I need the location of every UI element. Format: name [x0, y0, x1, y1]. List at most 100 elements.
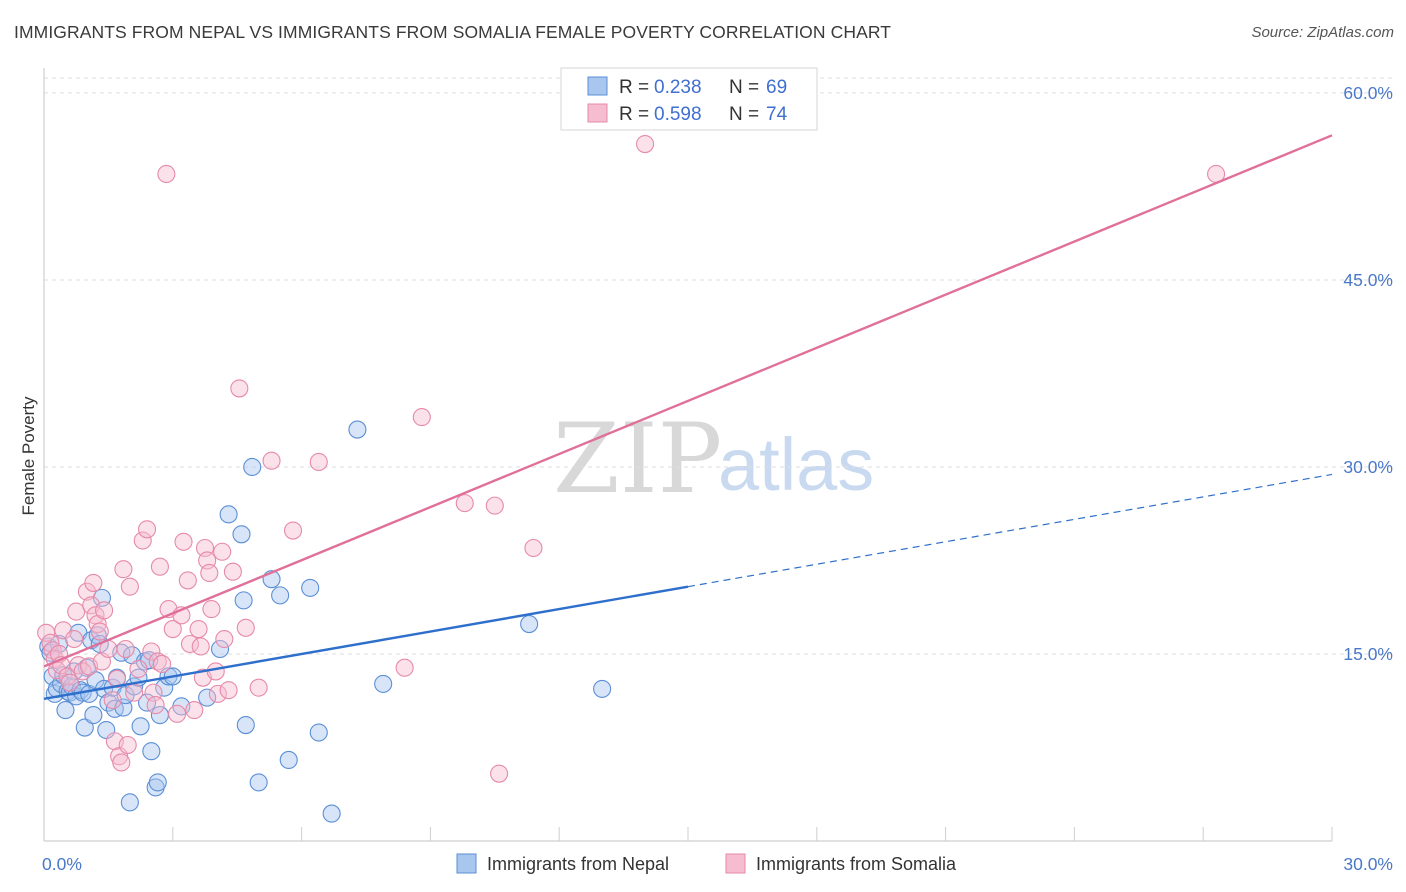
point-somalia [490, 764, 509, 783]
point-somalia [163, 619, 182, 639]
legend-swatch-nepal [587, 76, 608, 96]
point-somalia [125, 683, 144, 702]
grid-layer [44, 77, 1394, 655]
point-nepal [142, 742, 161, 761]
legend-nepal-r-value: 0.238 [654, 77, 702, 98]
point-somalia [202, 600, 221, 619]
point-somalia [114, 560, 133, 579]
point-somalia [180, 634, 200, 654]
x-tick-label: 0.0% [42, 854, 82, 874]
legend-somalia-r-value: 0.598 [654, 104, 702, 125]
watermark-atlas: atlas [718, 423, 874, 506]
x-tick-labels: 0.0% 30.0% [42, 854, 1393, 874]
legend-somalia-n-label: N = [729, 104, 759, 125]
point-somalia [309, 452, 328, 472]
series-legend-swatch-nepal [456, 853, 477, 874]
point-somalia [118, 735, 137, 755]
point-somalia [213, 542, 232, 561]
point-somalia [65, 629, 84, 649]
point-somalia [153, 654, 172, 674]
y-tick-label: 15.0% [1343, 644, 1393, 664]
legend-somalia-n-value: 74 [766, 104, 788, 125]
point-somalia [95, 601, 114, 620]
point-somalia [412, 408, 431, 427]
point-somalia [107, 669, 127, 688]
point-nepal [232, 525, 251, 544]
point-somalia [283, 521, 303, 540]
trendline-extension-nepal [687, 473, 1333, 588]
point-nepal [56, 701, 75, 720]
point-nepal [131, 717, 150, 736]
point-somalia [236, 618, 255, 637]
point-somalia [137, 520, 157, 539]
point-somalia [230, 379, 249, 398]
point-somalia [146, 696, 165, 715]
x-tick-label: 30.0% [1343, 854, 1393, 874]
point-nepal [249, 773, 268, 792]
trend-layer [43, 134, 1333, 701]
point-somalia [395, 658, 414, 677]
chart-title: IMMIGRANTS FROM NEPAL VS IMMIGRANTS FROM… [14, 22, 892, 42]
point-somalia [116, 639, 135, 659]
point-somalia [112, 753, 131, 772]
watermark-zip: ZIP [553, 403, 722, 515]
point-somalia [455, 494, 474, 513]
point-somalia [120, 577, 139, 596]
point-somalia [215, 629, 234, 649]
point-somalia [206, 662, 225, 681]
point-somalia [223, 562, 242, 581]
point-nepal [374, 674, 393, 693]
point-somalia [208, 684, 227, 703]
y-tick-labels: 15.0% 30.0% 45.0% 60.0% [1343, 83, 1393, 664]
legend-nepal-n-value: 69 [766, 77, 787, 98]
point-nepal [75, 718, 94, 737]
watermark: ZIP atlas [553, 403, 874, 515]
trendline-nepal [43, 585, 689, 701]
point-somalia [219, 681, 238, 700]
legend-nepal-r-label: R = [619, 77, 649, 98]
y-axis-label: Female Poverty [19, 396, 38, 516]
point-somalia [150, 557, 169, 576]
point-somalia [103, 691, 122, 710]
legend-nepal-n-label: N = [729, 77, 759, 98]
axis-layer [43, 68, 1333, 842]
point-nepal [301, 578, 320, 597]
point-somalia [249, 678, 268, 697]
point-nepal [148, 773, 167, 792]
point-nepal [322, 804, 341, 823]
point-somalia [67, 602, 86, 621]
point-somalia [133, 531, 152, 550]
point-somalia [191, 637, 210, 656]
series-legend-swatch-somalia [725, 853, 746, 874]
series-legend-label-somalia: Immigrants from Somalia [756, 854, 957, 874]
point-somalia [129, 659, 148, 678]
point-somalia [485, 496, 504, 515]
point-nepal [210, 639, 230, 659]
trendline-somalia [43, 134, 1333, 668]
point-nepal [84, 706, 103, 725]
point-somalia [84, 573, 103, 592]
point-somalia [262, 451, 281, 470]
point-somalia [168, 704, 187, 723]
point-nepal [348, 420, 367, 439]
point-somalia [185, 701, 204, 720]
point-somalia [178, 571, 197, 590]
y-tick-label: 45.0% [1343, 270, 1393, 290]
point-nepal [271, 586, 290, 605]
series-legend: Immigrants from Nepal Immigrants from So… [456, 853, 957, 874]
point-somalia [636, 135, 655, 154]
legend-somalia-r-label: R = [619, 104, 649, 125]
correlation-legend: R = 0.238 N = 69 R = 0.598 N = 74 [560, 67, 818, 131]
y-tick-label: 30.0% [1343, 457, 1393, 477]
point-somalia [142, 642, 161, 661]
point-somalia [174, 532, 193, 551]
point-somalia [200, 563, 219, 582]
point-somalia [60, 673, 79, 692]
point-nepal [198, 688, 217, 707]
point-nepal [236, 715, 255, 735]
point-nepal [243, 457, 262, 477]
point-nepal [219, 505, 238, 524]
series-legend-label-nepal: Immigrants from Nepal [487, 854, 669, 874]
chart-source: Source: ZipAtlas.com [1251, 24, 1394, 41]
